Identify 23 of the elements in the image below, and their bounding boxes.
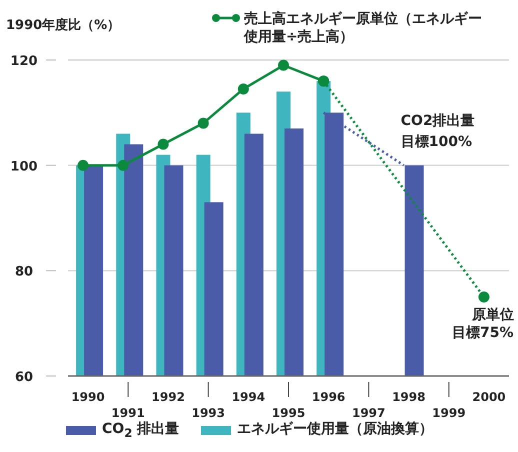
y-tick-label: 80	[14, 264, 34, 280]
legend-label: CO$_{2}$ 排出量	[102, 421, 180, 441]
x-tick-label: 1992	[152, 390, 185, 404]
annotation: 目標75%	[452, 324, 514, 343]
legend-label: エネルギー使用量（原油換算）	[237, 421, 433, 437]
y-tick-label: 100	[10, 159, 38, 174]
annotation: 原単位	[472, 306, 514, 325]
x-tick-label: 1991	[111, 406, 145, 420]
x-tick-label: 1990	[71, 390, 105, 404]
legend-label: 売上高エネルギー原単位（エネルギー使用量÷売上高）	[244, 10, 483, 46]
x-tick-label: 1999	[432, 406, 466, 420]
x-tick-label: 1993	[192, 406, 226, 420]
x-tick-label: 2000	[472, 390, 506, 404]
x-tick-label: 1996	[312, 390, 346, 404]
x-tick-label: 1998	[392, 390, 426, 404]
x-tick-label: 1994	[232, 390, 266, 404]
annotation: CO2排出量	[400, 112, 475, 132]
y-tick-label: 120	[10, 54, 38, 69]
annotation: 目標100%	[400, 133, 472, 152]
y-tick-label: 60	[14, 370, 34, 385]
x-tick-label: 1997	[352, 406, 386, 420]
y-axis-title: 1990年度比（%）	[6, 18, 120, 34]
x-tick-label: 1995	[272, 406, 306, 420]
